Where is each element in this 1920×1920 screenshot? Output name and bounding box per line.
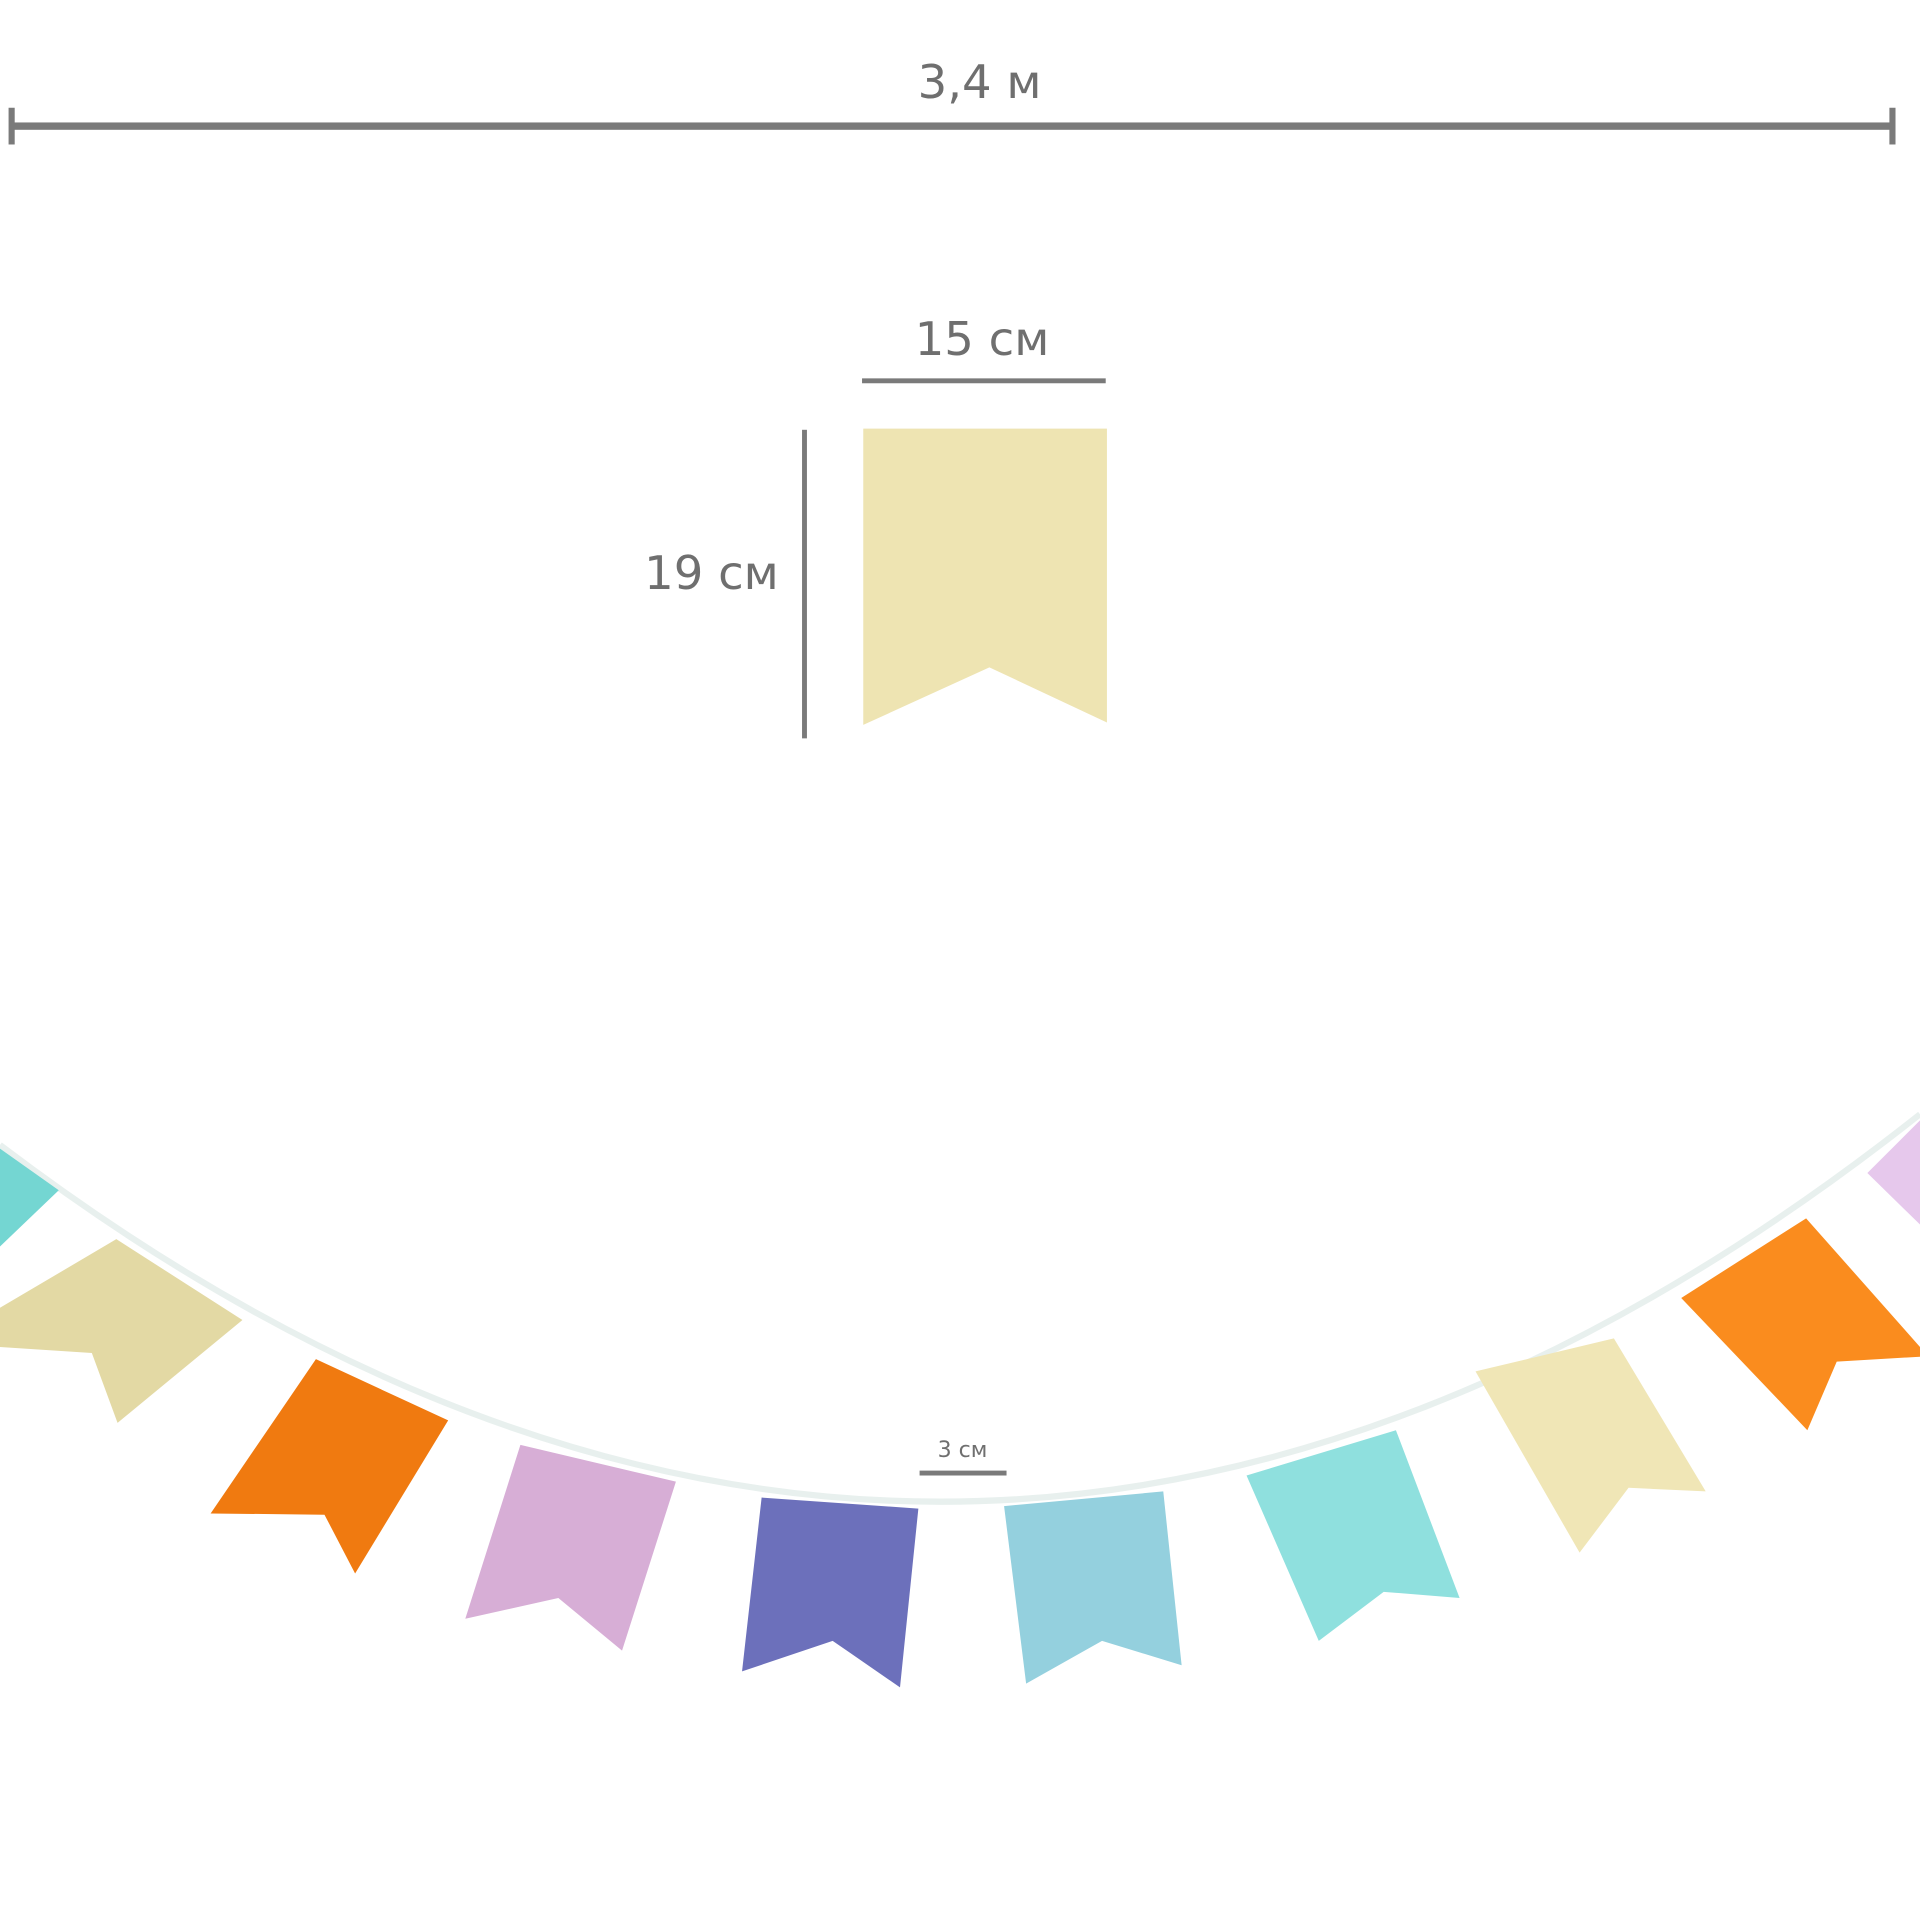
- bunting-flag: [0, 1239, 243, 1423]
- bunting-flag: [210, 1359, 449, 1574]
- bunting-flag: [742, 1497, 919, 1688]
- bunting-flag: [1867, 1120, 1920, 1225]
- bunting-flags: [0, 1120, 1920, 1688]
- bunting-flag: [1246, 1430, 1460, 1641]
- total-length-cap-left: [8, 107, 15, 145]
- flag-width-line: [862, 378, 1106, 384]
- flag-spacing-label: 3 см: [938, 1438, 988, 1463]
- bunting-flag: [1475, 1338, 1706, 1553]
- flag-height-label: 19 см: [644, 546, 779, 600]
- bunting-flag: [0, 1148, 59, 1247]
- flag-height-line: [802, 429, 807, 739]
- bunting-flag: [465, 1444, 676, 1651]
- flag-spacing-dimension: 3 см: [919, 1438, 1007, 1476]
- bunting-flag: [1681, 1218, 1920, 1431]
- bunting-string: [0, 1111, 1920, 1505]
- total-length-line: [11, 122, 1894, 130]
- total-length-label: 3,4 м: [918, 55, 1042, 109]
- bunting-flag: [1004, 1491, 1182, 1684]
- sample-flag: [863, 428, 1107, 725]
- flag-width-dimension: 15 см: [862, 312, 1106, 384]
- flag-height-dimension: 19 см: [644, 429, 807, 739]
- flag-width-label: 15 см: [915, 312, 1050, 366]
- flag-spacing-line: [919, 1470, 1007, 1476]
- total-length-dimension: 3,4 м: [8, 55, 1896, 145]
- total-length-cap-right: [1889, 107, 1896, 145]
